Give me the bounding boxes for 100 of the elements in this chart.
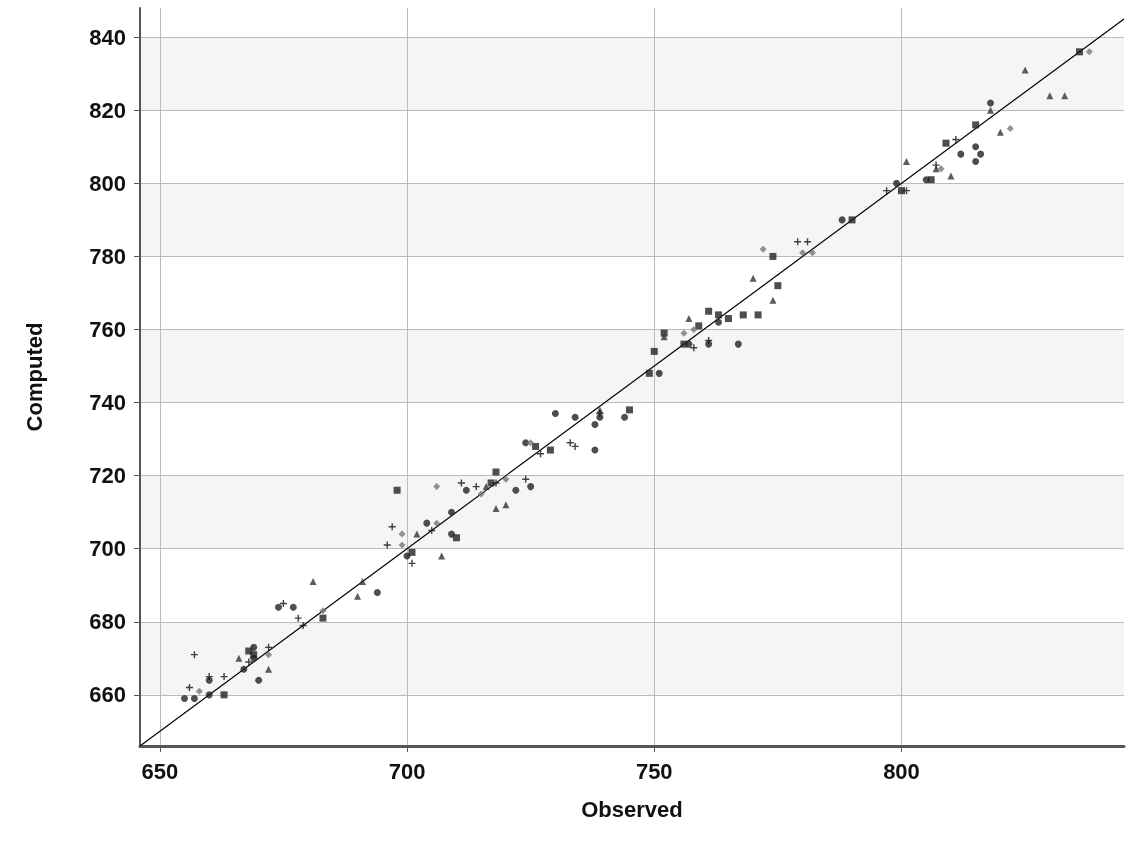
point — [947, 172, 955, 180]
point — [383, 541, 391, 549]
point — [794, 238, 802, 246]
point — [734, 340, 742, 348]
point — [413, 530, 421, 538]
y-tick-label: 660 — [89, 682, 126, 708]
point — [408, 559, 416, 567]
point — [927, 176, 935, 184]
point — [433, 519, 441, 527]
point — [448, 508, 456, 516]
point — [902, 157, 910, 165]
point — [715, 318, 723, 326]
point — [774, 282, 782, 290]
point — [492, 505, 500, 513]
point — [932, 161, 940, 169]
point — [655, 369, 663, 377]
point — [1006, 125, 1014, 133]
point — [492, 479, 500, 487]
point — [996, 128, 1004, 136]
x-axis-title: Observed — [581, 796, 683, 822]
point — [299, 621, 307, 629]
point — [289, 603, 297, 611]
point — [571, 413, 579, 421]
point — [265, 651, 273, 659]
point — [373, 589, 381, 597]
point — [937, 165, 945, 173]
point — [986, 106, 994, 114]
point — [388, 523, 396, 531]
y-axis-title: Computed — [21, 322, 47, 432]
point — [359, 578, 367, 586]
point — [695, 322, 703, 330]
point — [754, 311, 762, 319]
y-tick-label: 740 — [89, 390, 126, 416]
point — [571, 442, 579, 450]
x-tick-label: 700 — [388, 758, 426, 784]
point — [433, 483, 441, 491]
point — [804, 238, 812, 246]
x-tick-label: 800 — [883, 758, 920, 784]
point — [492, 468, 500, 476]
point — [255, 676, 263, 684]
point — [705, 340, 713, 348]
point — [1076, 48, 1083, 56]
point — [393, 486, 401, 494]
point — [972, 121, 980, 129]
point — [220, 673, 228, 681]
y-tick-label: 780 — [89, 243, 126, 269]
point — [566, 439, 574, 447]
y-tick-label: 820 — [89, 97, 126, 123]
point — [680, 329, 688, 337]
point — [769, 296, 777, 304]
point — [690, 326, 698, 334]
point — [240, 665, 248, 673]
point — [245, 658, 253, 666]
point — [987, 99, 994, 107]
y-tick-label: 800 — [89, 170, 126, 196]
point — [274, 603, 282, 611]
point — [250, 643, 258, 651]
point — [487, 479, 495, 487]
point — [808, 249, 816, 257]
point — [190, 695, 198, 702]
point — [952, 136, 960, 144]
point — [769, 252, 777, 260]
point — [482, 483, 490, 491]
point — [621, 413, 629, 421]
point — [799, 249, 807, 257]
point — [457, 479, 465, 487]
y-tick-label: 680 — [89, 609, 126, 635]
point — [502, 475, 510, 483]
point — [739, 311, 747, 319]
point — [319, 614, 327, 622]
point — [897, 187, 905, 195]
point — [408, 548, 416, 556]
point — [532, 442, 540, 450]
point — [452, 534, 460, 542]
point — [1085, 48, 1093, 56]
point — [438, 552, 446, 560]
point — [265, 665, 273, 673]
y-tick-label: 720 — [89, 463, 126, 489]
y-tick-label: 700 — [89, 536, 126, 562]
point — [398, 530, 406, 538]
point — [527, 439, 535, 447]
point — [685, 315, 693, 323]
point — [309, 578, 317, 586]
point — [705, 307, 713, 315]
point — [749, 274, 757, 282]
point — [724, 315, 732, 323]
point — [512, 486, 520, 494]
x-tick-label: 750 — [635, 758, 673, 784]
point — [972, 143, 980, 151]
point — [423, 519, 431, 527]
point — [645, 369, 653, 377]
point — [181, 695, 188, 702]
point — [626, 406, 634, 414]
point — [319, 607, 327, 615]
point — [690, 344, 698, 352]
point — [195, 687, 203, 695]
point — [205, 691, 213, 699]
point — [977, 150, 985, 158]
point — [1061, 92, 1069, 100]
point — [398, 541, 406, 549]
